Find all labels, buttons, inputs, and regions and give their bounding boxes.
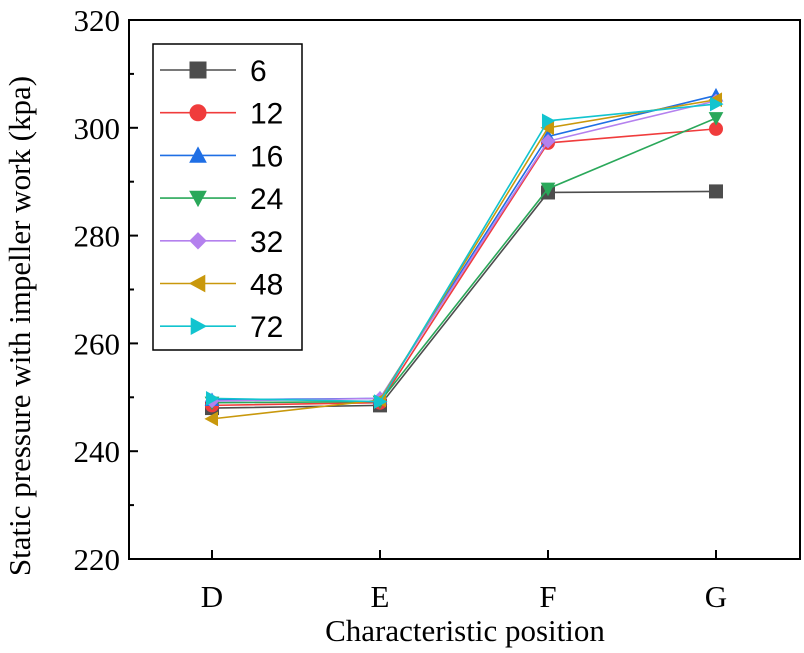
- legend-marker: [189, 146, 207, 163]
- legend-marker: [190, 317, 208, 336]
- series-72: [205, 96, 724, 409]
- y-axis: 220 240 260 280 300 320: [74, 3, 138, 577]
- x-tick-label: G: [705, 579, 727, 614]
- legend-item: 16: [160, 140, 283, 173]
- legend-marker: [189, 190, 207, 208]
- data-point: [709, 96, 724, 112]
- legend-box: [152, 43, 303, 351]
- legend-marker: [189, 61, 207, 79]
- legend-item: 32: [160, 226, 283, 259]
- x-tick-label: D: [201, 579, 223, 614]
- legend-marker: [188, 274, 206, 293]
- y-tick-label: 220: [74, 542, 121, 577]
- legend: 6 12 16 24 32 48 72: [152, 43, 303, 351]
- data-point: [205, 391, 220, 406]
- y-tick-label: 300: [74, 111, 121, 146]
- y-axis-title: Static pressure with impeller work (kpa): [2, 76, 37, 576]
- y-tick-label: 280: [74, 219, 121, 254]
- data-point: [373, 394, 388, 409]
- data-point: [204, 411, 219, 427]
- legend-label: 72: [250, 311, 283, 344]
- legend-item: 24: [160, 183, 283, 216]
- legend-label: 6: [250, 55, 267, 88]
- series-line: [211, 98, 717, 420]
- x-tick-label: F: [539, 579, 556, 614]
- y-tick-label: 320: [74, 3, 121, 38]
- series-group: [204, 87, 724, 427]
- legend-label: 12: [250, 98, 283, 131]
- y-tick-label: 240: [74, 434, 121, 469]
- data-point: [541, 113, 556, 129]
- data-point: [709, 184, 723, 199]
- legend-item: 6: [160, 55, 267, 88]
- data-point: [540, 134, 556, 149]
- legend-item: 12: [160, 98, 283, 131]
- series-line: [211, 117, 717, 404]
- series-line: [211, 128, 717, 407]
- data-point: [708, 112, 724, 126]
- legend-marker: [189, 232, 207, 250]
- series-line: [211, 190, 717, 409]
- series-line: [211, 103, 717, 403]
- y-tick-label: 260: [74, 326, 121, 361]
- legend-label: 24: [250, 183, 283, 216]
- legend-label: 32: [250, 226, 283, 259]
- x-axis-title: Characteristic position: [325, 613, 605, 648]
- x-tick-label: E: [371, 579, 390, 614]
- data-point: [540, 182, 556, 197]
- legend-item: 48: [160, 269, 283, 302]
- x-axis: D E F G: [201, 550, 727, 614]
- legend-marker: [189, 104, 207, 122]
- legend-item: 72: [160, 311, 283, 344]
- legend-label: 16: [250, 140, 283, 173]
- legend-label: 48: [250, 269, 283, 302]
